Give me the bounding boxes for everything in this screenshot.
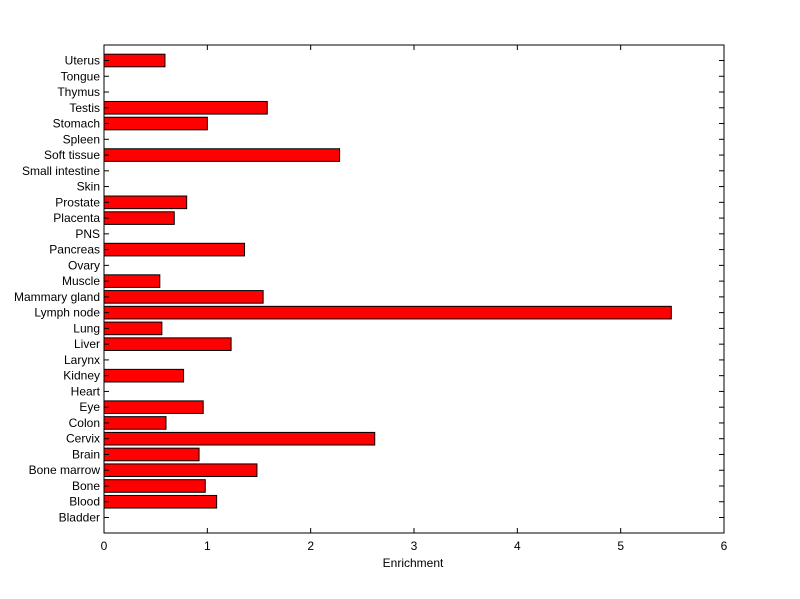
y-tick-label: Soft tissue (44, 148, 100, 162)
bar-mammary-gland (103, 290, 264, 304)
bar-liver (103, 337, 232, 351)
x-tick-label: 0 (101, 539, 108, 553)
y-tick-label: Testis (69, 101, 100, 115)
bar-pancreas (103, 242, 246, 257)
bar-muscle (103, 274, 161, 288)
y-tick-label: Placenta (53, 211, 100, 225)
y-tick-label: PNS (75, 227, 100, 241)
y-tick-label: Ovary (68, 258, 100, 272)
y-tick-label: Small intestine (22, 164, 100, 178)
x-tick-label: 5 (617, 539, 624, 553)
x-tick-label: 2 (307, 539, 314, 553)
bar-kidney (103, 368, 185, 383)
bar-uterus (103, 53, 166, 68)
y-tick-label: Blood (69, 495, 100, 509)
y-tick-label: Spleen (63, 132, 100, 146)
bar-stomach (103, 116, 208, 131)
y-tick-label: Bone marrow (29, 463, 101, 477)
y-tick-label: Bladder (59, 511, 100, 525)
y-tick-label: Brain (72, 447, 100, 461)
y-tick-label: Skin (77, 180, 100, 194)
x-tick-label: 6 (721, 539, 728, 553)
y-tick-label: Colon (69, 416, 100, 430)
plot-frame (103, 44, 725, 534)
bar-bone (103, 479, 206, 493)
x-tick-label: 4 (514, 539, 521, 553)
y-tick-label: Stomach (53, 117, 100, 131)
bar-lung (103, 321, 163, 336)
bar-lymph-node (103, 305, 672, 320)
bar-bone-marrow (103, 463, 258, 478)
y-tick-label: Uterus (65, 54, 100, 68)
bars-group (103, 53, 672, 509)
y-tick-label: Tongue (61, 69, 101, 83)
y-tick-label: Mammary gland (14, 290, 100, 304)
x-axis-label: Enrichment (383, 556, 444, 570)
y-tick-label: Lymph node (34, 306, 100, 320)
bar-placenta (103, 211, 175, 225)
y-tick-label: Prostate (55, 195, 100, 209)
bar-blood (103, 494, 218, 509)
bar-eye (103, 400, 204, 414)
y-tick-label: Eye (79, 400, 100, 414)
x-tick-label: 3 (411, 539, 418, 553)
bar-cervix (103, 431, 376, 446)
y-tick-label: Pancreas (49, 243, 100, 257)
bar-brain (103, 447, 200, 462)
x-ticks-group: 0 1 2 3 4 5 6 (101, 45, 728, 553)
y-tick-label: Lung (73, 321, 100, 335)
bar-soft-tissue (103, 148, 341, 162)
y-tick-label: Muscle (62, 274, 100, 288)
y-tick-label: Cervix (66, 432, 100, 446)
bar-testis (103, 100, 268, 115)
y-tick-label: Larynx (64, 353, 100, 367)
y-tick-label: Heart (71, 384, 101, 398)
x-tick-label: 1 (204, 539, 211, 553)
bar-prostate (103, 195, 188, 210)
y-tick-label: Kidney (63, 369, 100, 383)
y-tick-label: Liver (74, 337, 100, 351)
y-tick-label: Bone (72, 479, 100, 493)
y-tick-label: Thymus (57, 85, 100, 99)
bar-colon (103, 416, 167, 430)
